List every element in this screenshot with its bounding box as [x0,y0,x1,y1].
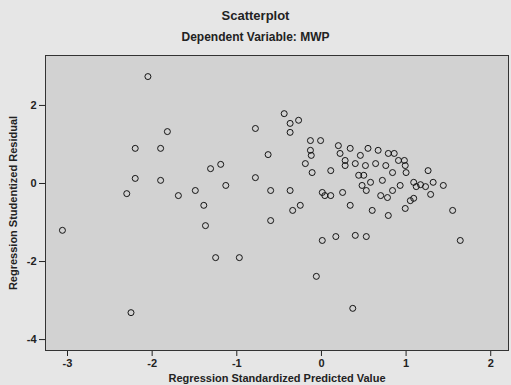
svg-text:-1: -1 [232,357,242,369]
svg-text:-3: -3 [63,357,73,369]
svg-text:Regression Standardized Predic: Regression Standardized Predicted Value [168,372,385,384]
svg-text:2: 2 [488,357,494,369]
svg-text:Regression Studentized Residua: Regression Studentized Residual [7,116,19,290]
svg-text:-4: -4 [27,333,38,345]
svg-text:-2: -2 [27,255,37,267]
svg-text:2: 2 [30,99,36,111]
svg-text:1: 1 [403,357,409,369]
html-text:Scatterplot: Scatterplot [221,8,290,23]
svg-text:0: 0 [30,177,36,189]
svg-text:0: 0 [318,357,324,369]
html-text:Dependent Variable: MWP: Dependent Variable: MWP [181,30,330,44]
svg-text:-2: -2 [147,357,157,369]
